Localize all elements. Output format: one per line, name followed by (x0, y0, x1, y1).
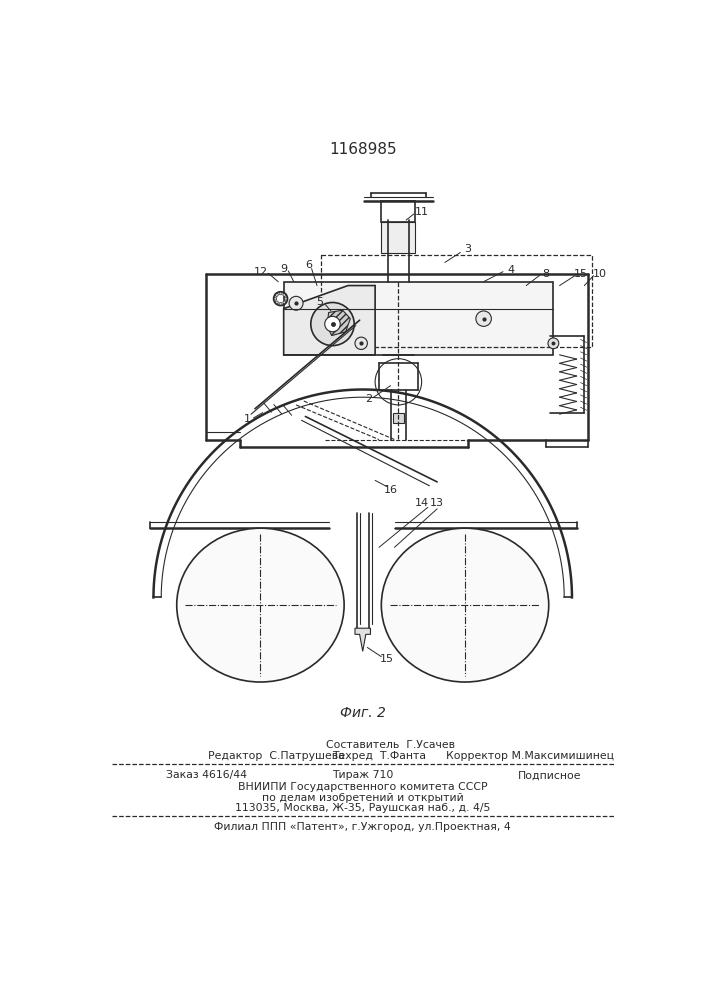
Text: 5: 5 (316, 297, 323, 307)
Text: 13: 13 (430, 498, 444, 508)
Text: 10: 10 (593, 269, 607, 279)
Text: 3: 3 (464, 244, 472, 254)
Bar (393, 413, 404, 423)
Text: 1: 1 (244, 414, 251, 424)
Circle shape (275, 301, 279, 304)
Bar (381, 222, 416, 253)
Text: Заказ 4616/44: Заказ 4616/44 (166, 770, 247, 780)
Text: Корректор М.Максимишинец: Корректор М.Максимишинец (446, 751, 614, 761)
Text: 15: 15 (380, 654, 394, 664)
Text: Филиал ППП «Патент», г.Ужгород, ул.Проектная, 4: Филиал ППП «Патент», г.Ужгород, ул.Проек… (214, 822, 511, 832)
Ellipse shape (381, 528, 549, 682)
Circle shape (476, 311, 491, 326)
Text: ВНИИПИ Государственного комитета СССР: ВНИИПИ Государственного комитета СССР (238, 782, 488, 792)
Circle shape (284, 297, 288, 300)
Text: 4: 4 (507, 265, 514, 275)
Bar (321, 255, 592, 347)
Text: 16: 16 (384, 485, 397, 495)
Text: 9: 9 (280, 264, 287, 274)
Circle shape (325, 316, 340, 332)
Text: Тираж 710: Тираж 710 (332, 770, 393, 780)
Circle shape (289, 296, 303, 310)
Polygon shape (327, 310, 351, 336)
Text: 6: 6 (305, 260, 312, 270)
Circle shape (274, 297, 276, 300)
Polygon shape (355, 628, 370, 651)
Text: 113035, Москва, Ж-35, Раушская наб., д. 4/5: 113035, Москва, Ж-35, Раушская наб., д. … (235, 803, 491, 813)
Circle shape (279, 292, 282, 295)
Circle shape (355, 337, 368, 349)
Circle shape (283, 293, 286, 296)
Text: 11: 11 (414, 207, 428, 217)
Circle shape (311, 302, 354, 346)
Circle shape (279, 302, 282, 306)
Bar (381, 201, 416, 222)
Text: Редактор  С.Патрушева: Редактор С.Патрушева (209, 751, 345, 761)
Text: Фиг. 2: Фиг. 2 (340, 706, 385, 720)
Text: 12: 12 (253, 267, 267, 277)
Polygon shape (284, 286, 375, 355)
Text: 8: 8 (542, 269, 549, 279)
Text: Техред  Т.Фанта: Техред Т.Фанта (332, 751, 426, 761)
Circle shape (275, 293, 279, 296)
Text: 1168985: 1168985 (329, 142, 397, 157)
Text: по делам изобретений и открытий: по делам изобретений и открытий (262, 793, 464, 803)
Ellipse shape (177, 528, 344, 682)
Text: Подписное: Подписное (518, 770, 581, 780)
Text: 15: 15 (574, 269, 588, 279)
Circle shape (283, 301, 286, 304)
Text: 14: 14 (414, 498, 428, 508)
Text: 2: 2 (366, 394, 373, 404)
Bar (284, 282, 554, 355)
Circle shape (548, 338, 559, 349)
Text: Составитель  Г.Усачев: Составитель Г.Усачев (326, 740, 455, 750)
